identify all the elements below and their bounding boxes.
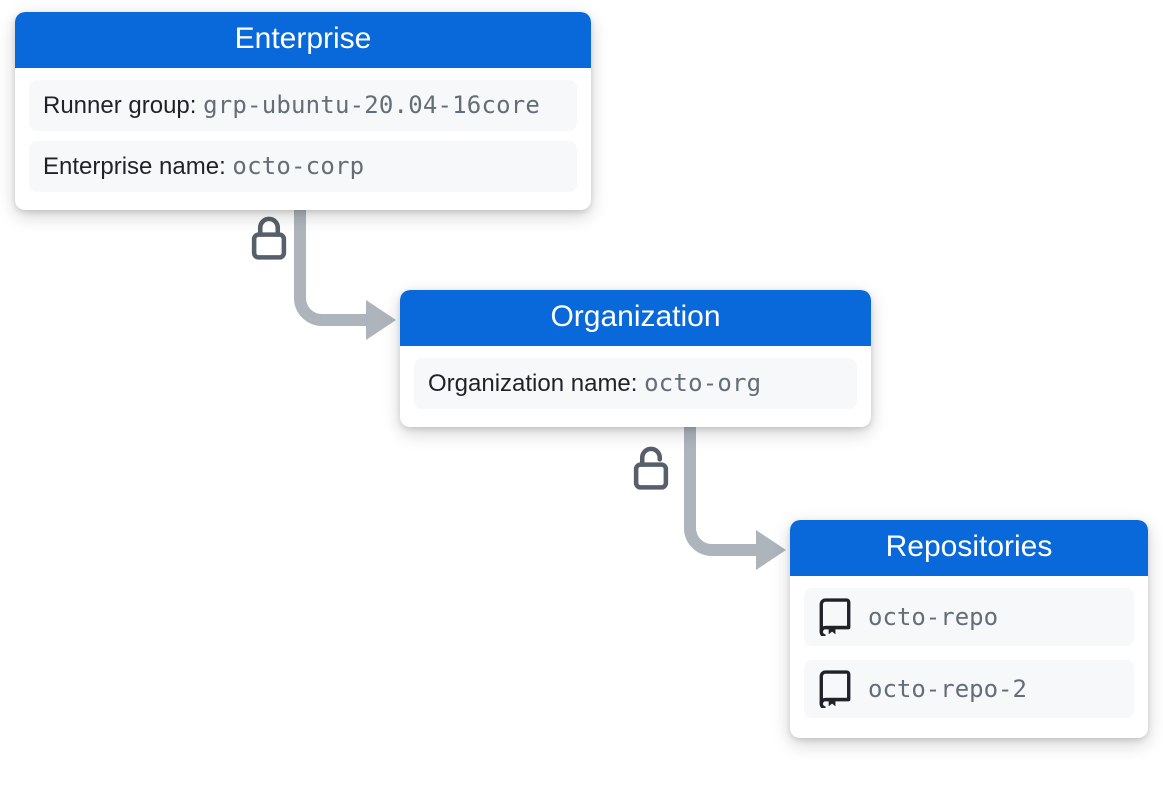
field-value: octo-org [644,369,761,397]
unlocked-lock-icon [630,444,672,497]
repo-name: octo-repo-2 [868,675,1027,703]
field-value: octo-corp [232,152,364,180]
enterprise-header: Enterprise [15,12,591,68]
organization-field: Organization name: octo-org [414,358,857,409]
repo-icon [818,670,852,708]
repo-item: octo-repo [804,588,1134,646]
organization-header: Organization [400,290,871,346]
field-label: Runner group: [43,92,203,119]
enterprise-field: Runner group: grp-ubuntu-20.04-16core [29,80,577,131]
repo-item: octo-repo-2 [804,660,1134,718]
repo-name: octo-repo [868,603,998,631]
enterprise-card: EnterpriseRunner group: grp-ubuntu-20.04… [15,12,591,210]
locked-lock-icon [248,214,290,267]
organization-body: Organization name: octo-org [400,346,871,427]
repositories-header: Repositories [790,520,1148,576]
enterprise-field: Enterprise name: octo-corp [29,141,577,192]
field-label: Enterprise name: [43,153,232,180]
organization-card: Organization Organization name: octo-org [400,290,871,427]
field-value: grp-ubuntu-20.04-16core [203,91,540,119]
enterprise-body: Runner group: grp-ubuntu-20.04-16core Ent… [15,68,591,210]
repositories-body: octo-repo octo-repo-2 [790,576,1148,738]
diagram-canvas: EnterpriseRunner group: grp-ubuntu-20.04… [0,0,1163,788]
repositories-card: Repositories octo-repo octo-repo-2 [790,520,1148,738]
field-label: Organization name: [428,370,644,397]
repo-icon [818,598,852,636]
